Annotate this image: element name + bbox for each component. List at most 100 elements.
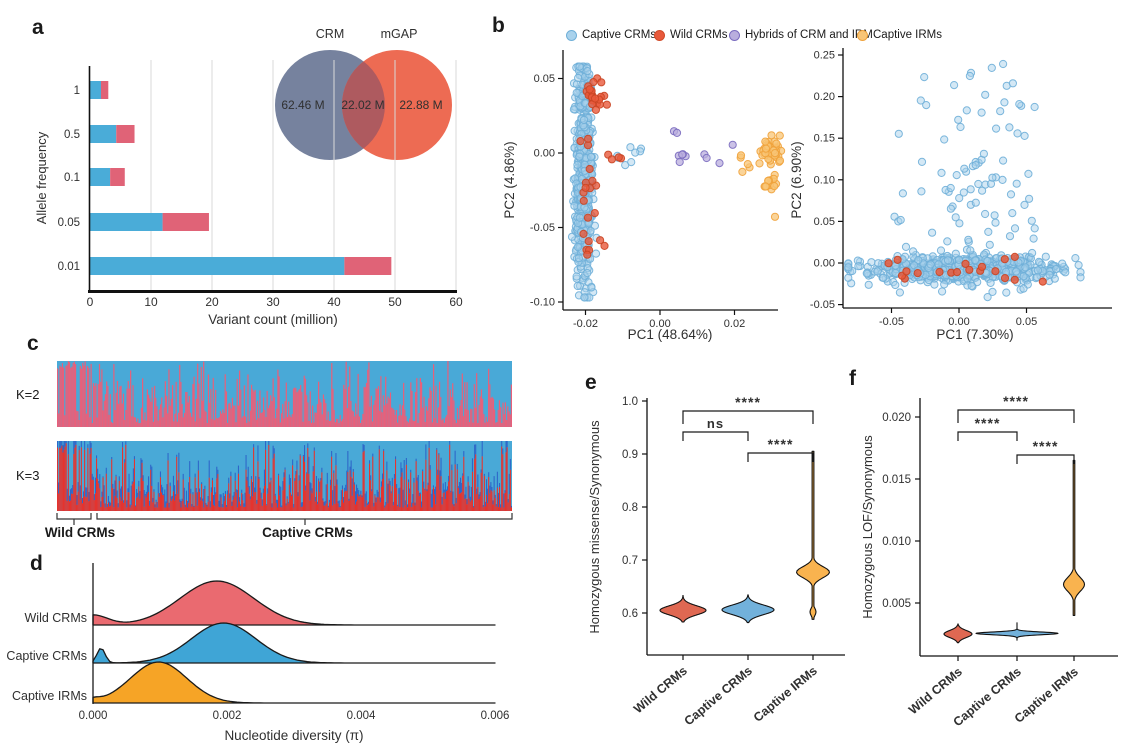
significance-bracket xyxy=(682,410,814,424)
admixture-wild-crms-label: Wild CRMs xyxy=(44,525,116,540)
hybrids-dot-icon xyxy=(729,29,740,41)
svg-text:50: 50 xyxy=(388,295,402,309)
admixture-k2-label: K=2 xyxy=(16,387,40,402)
svg-text:0.05: 0.05 xyxy=(534,73,555,85)
svg-text:22.02 M: 22.02 M xyxy=(341,98,384,112)
svg-text:0.8: 0.8 xyxy=(622,502,638,514)
svg-text:0.00: 0.00 xyxy=(649,318,670,330)
panel-letter-a: a xyxy=(32,16,44,39)
panel-letter-b: b xyxy=(492,14,505,37)
ridge-wild-crms xyxy=(92,580,496,626)
svg-text:30: 30 xyxy=(266,295,280,309)
svg-text:****: **** xyxy=(975,415,1001,431)
svg-text:0.9: 0.9 xyxy=(622,449,638,461)
legend-item-wild-crms: Wild CRMs xyxy=(654,29,728,41)
svg-text:0.010: 0.010 xyxy=(882,536,911,548)
svg-text:Captive CRMs: Captive CRMs xyxy=(6,649,87,663)
legend-label: Wild CRMs xyxy=(670,29,728,41)
ridge-captive-crms xyxy=(92,622,496,664)
svg-text:Homozygous LOF/Synonymous: Homozygous LOF/Synonymous xyxy=(860,435,875,619)
panel-e-missense-violin-plot: 0.6 0.7 0.8 0.9 1.0 Homozygous missense/Synon… xyxy=(587,394,845,729)
svg-text:-0.05: -0.05 xyxy=(530,222,555,234)
svg-text:Captive IRMs: Captive IRMs xyxy=(751,664,820,725)
svg-text:****: **** xyxy=(768,436,794,452)
svg-text:0.02: 0.02 xyxy=(724,318,745,330)
wild-crms-dot-icon xyxy=(654,29,665,41)
svg-text:****: **** xyxy=(735,394,761,410)
svg-text:0.005: 0.005 xyxy=(882,598,911,610)
violin-captive-irms xyxy=(1062,459,1086,616)
svg-text:0.7: 0.7 xyxy=(622,555,638,567)
significance-bracket xyxy=(747,452,814,462)
scatter-points-wild-crms xyxy=(884,252,1047,286)
svg-text:-0.05: -0.05 xyxy=(810,299,835,311)
svg-text:Wild CRMs: Wild CRMs xyxy=(906,665,965,718)
captive-crms-bracket xyxy=(96,513,513,525)
svg-text:1: 1 xyxy=(74,85,80,97)
significance-bracket xyxy=(957,409,1075,423)
svg-text:0.20: 0.20 xyxy=(814,91,835,103)
ridge-captive-irms xyxy=(92,661,496,704)
scatter-points-captive-irms xyxy=(736,131,786,221)
svg-text:10: 10 xyxy=(144,295,158,309)
svg-text:Variant count (million): Variant count (million) xyxy=(208,312,338,327)
svg-text:Captive IRMs: Captive IRMs xyxy=(12,689,87,703)
svg-text:40: 40 xyxy=(327,295,341,309)
svg-text:0.15: 0.15 xyxy=(814,133,835,145)
svg-text:Nucleotide diversity (π): Nucleotide diversity (π) xyxy=(224,728,363,743)
svg-text:0.00: 0.00 xyxy=(814,258,835,270)
admixture-k2 xyxy=(57,361,512,427)
svg-text:0.25: 0.25 xyxy=(814,50,835,62)
pca-plot: 0.05 0.00 -0.05 -0.10 -0.02 0.00 0.02 PC1 (48.6… xyxy=(502,50,786,342)
svg-text:ns: ns xyxy=(707,416,724,431)
svg-text:0.5: 0.5 xyxy=(64,129,80,141)
svg-text:0.00: 0.00 xyxy=(948,316,969,328)
svg-text:0: 0 xyxy=(87,295,94,309)
svg-text:0.006: 0.006 xyxy=(481,710,510,722)
violin-wild-crms xyxy=(943,623,973,644)
svg-text:0.01: 0.01 xyxy=(58,261,80,273)
svg-text:Captive CRMs: Captive CRMs xyxy=(682,664,755,729)
panel-c-admixture-plot xyxy=(56,361,513,525)
svg-text:****: **** xyxy=(1033,438,1059,454)
admixture-k3 xyxy=(57,441,512,511)
wild-crms-bracket xyxy=(56,513,92,525)
legend-item-captive-irms: Captive IRMs xyxy=(857,29,942,41)
legend-label: Captive IRMs xyxy=(873,29,943,41)
significance-bracket xyxy=(682,431,749,441)
panel-letter-f: f xyxy=(849,367,856,390)
svg-text:60: 60 xyxy=(449,295,463,309)
venn-diagram: CRM mGAP 62.46 M 22.02 M 22.88 M xyxy=(275,27,452,160)
svg-text:CRM: CRM xyxy=(316,27,344,41)
scatter-points-wild-crms xyxy=(576,74,626,259)
svg-text:-0.05: -0.05 xyxy=(879,316,904,328)
svg-text:****: **** xyxy=(1003,393,1029,409)
svg-text:Wild CRMs: Wild CRMs xyxy=(631,664,690,717)
violin-wild-crms xyxy=(659,594,707,623)
svg-text:0.1: 0.1 xyxy=(64,172,80,184)
panel-letter-c: c xyxy=(27,332,39,355)
panel-b-pca-scatter-plots: 0.05 0.00 -0.05 -0.10 -0.02 0.00 0.02 PC1 (48.6… xyxy=(502,48,1112,342)
svg-text:0.05: 0.05 xyxy=(1016,316,1037,328)
legend-item-hybrids: Hybrids of CRM and IRM xyxy=(729,29,873,41)
panel-letter-d: d xyxy=(30,552,43,575)
violin-captive-crms xyxy=(721,594,775,624)
svg-text:0.000: 0.000 xyxy=(79,710,108,722)
violin-captive-crms xyxy=(975,622,1059,641)
scatter-points-hybrids-of-crm-and-irm xyxy=(669,127,737,168)
svg-text:PC1 (48.64%): PC1 (48.64%) xyxy=(628,327,713,342)
svg-text:0.05: 0.05 xyxy=(58,217,80,229)
svg-text:-0.02: -0.02 xyxy=(573,318,598,330)
svg-text:0.002: 0.002 xyxy=(213,710,242,722)
significance-bracket xyxy=(957,431,1018,441)
panel-f-lof-violin-plot: 0.005 0.010 0.015 0.020 Homozygous LOF/Synon… xyxy=(860,393,1118,729)
stacked-bars xyxy=(90,81,392,275)
significance-bracket xyxy=(1016,454,1075,464)
svg-text:62.46 M: 62.46 M xyxy=(281,98,324,112)
pca-plot: -0.05 0.00 0.05 0.10 0.15 0.20 0.25 -0.05 0.00 0.… xyxy=(789,48,1112,342)
legend-item-captive-crms: Captive CRMs xyxy=(566,29,656,41)
svg-text:0.020: 0.020 xyxy=(882,412,911,424)
admixture-captive-crms-label: Captive CRMs xyxy=(262,525,353,540)
captive-crms-dot-icon xyxy=(566,29,577,41)
